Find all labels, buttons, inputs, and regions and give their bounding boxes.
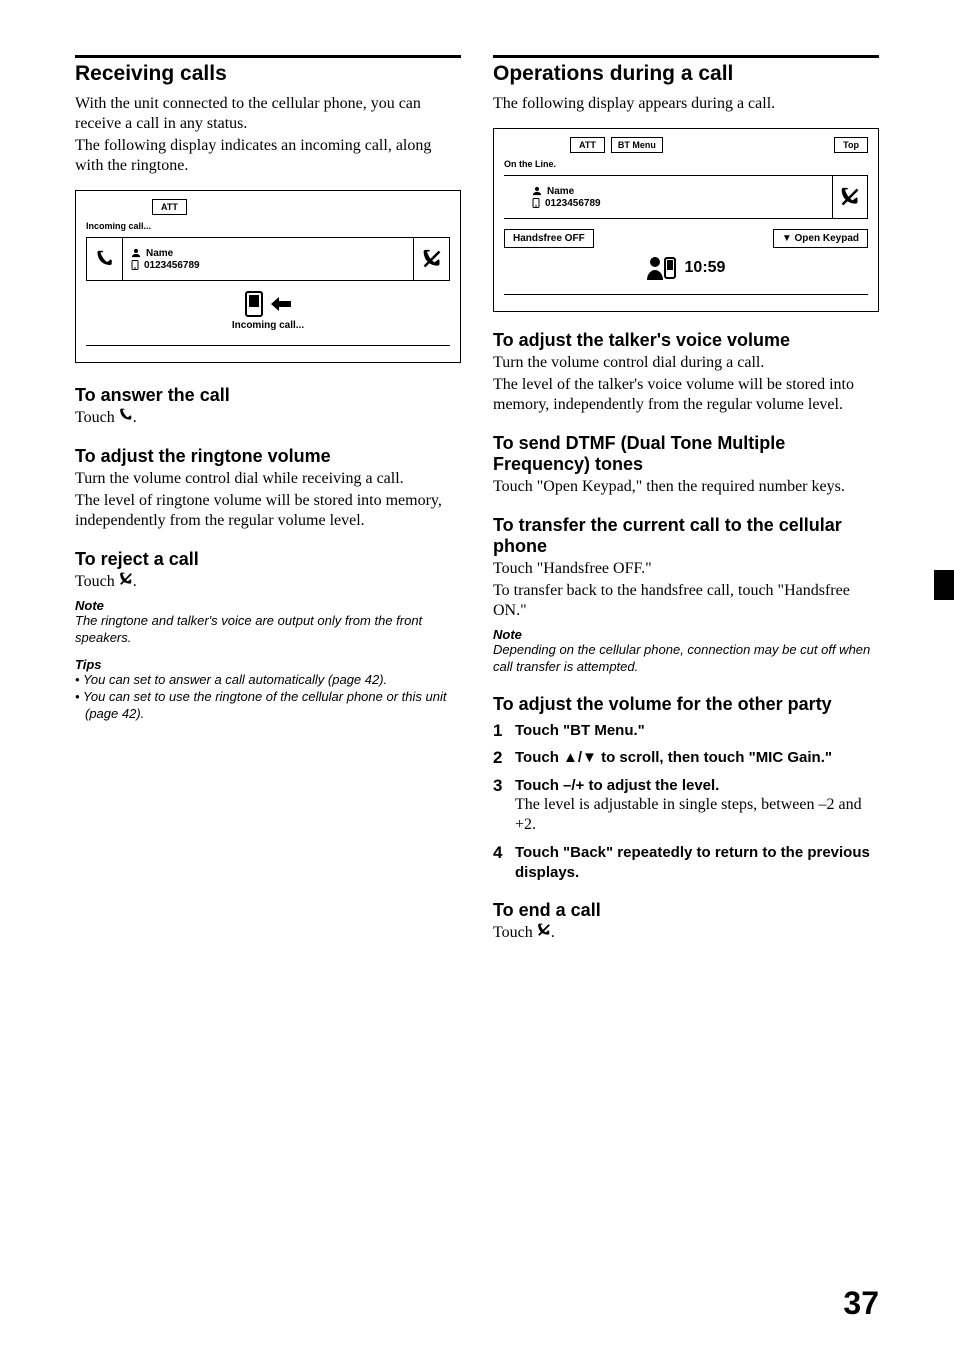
bt-menu-button[interactable]: BT Menu: [611, 137, 663, 153]
para: Touch "Handsfree OFF.": [493, 559, 879, 579]
para: The level of ringtone volume will be sto…: [75, 491, 461, 531]
person-icon: [131, 248, 141, 258]
open-keypad-button[interactable]: ▼ Open Keypad: [773, 229, 868, 248]
text: Touch: [75, 573, 119, 590]
phone-answer-icon: [119, 408, 133, 422]
heading-operations: Operations during a call: [493, 62, 879, 86]
ss-timer-row: 10:59: [504, 256, 868, 280]
text: .: [133, 409, 137, 426]
section-rule: [493, 55, 879, 58]
phone-reject-icon: [119, 572, 133, 586]
ss-divider: [86, 345, 450, 346]
para-reject: Touch .: [75, 572, 461, 592]
heading-end-call: To end a call: [493, 900, 879, 921]
phone-answer-icon: [96, 250, 114, 268]
steps-list: Touch "BT Menu." Touch ▲/▼ to scroll, th…: [493, 721, 879, 883]
ss-center-graphic: [86, 291, 450, 317]
reject-icon-box[interactable]: [413, 238, 449, 280]
heading-receiving: Receiving calls: [75, 62, 461, 86]
caller-name-label: Name: [146, 248, 173, 259]
ss-status: Incoming call...: [86, 221, 450, 231]
ss-divider: [504, 294, 868, 295]
mobile-icon: [131, 260, 139, 270]
step-head: Touch –/+ to adjust the level.: [515, 776, 879, 796]
tips-list: You can set to answer a call automatical…: [75, 672, 461, 723]
heading-answer: To answer the call: [75, 385, 461, 406]
person-icon: [532, 186, 542, 196]
text: .: [551, 924, 555, 941]
step-head: Touch "BT Menu.": [515, 721, 879, 741]
ss-topbar: ATT: [86, 199, 450, 215]
heading-other-party: To adjust the volume for the other party: [493, 694, 879, 715]
step-head: Touch ▲/▼ to scroll, then touch "MIC Gai…: [515, 748, 879, 768]
para: Turn the volume control dial during a ca…: [493, 353, 879, 373]
section-rule: [75, 55, 461, 58]
call-timer: 10:59: [685, 259, 726, 277]
arrow-left-icon: [271, 297, 291, 311]
tips-label: Tips: [75, 657, 461, 672]
phone-reject-icon: [537, 923, 551, 937]
screenshot-on-call: ATT BT Menu Top On the Line. Name: [493, 128, 879, 312]
ss-status: On the Line.: [504, 159, 868, 169]
person-device-icon: [647, 256, 677, 280]
ss-center-label: Incoming call...: [232, 320, 304, 331]
ss-topbar: ATT BT Menu Top: [504, 137, 868, 153]
text: .: [133, 573, 137, 590]
text: Touch: [493, 924, 537, 941]
heading-transfer: To transfer the current call to the cell…: [493, 515, 879, 557]
note-label: Note: [75, 598, 461, 613]
heading-dtmf: To send DTMF (Dual Tone Multiple Frequen…: [493, 433, 879, 475]
answer-icon-box[interactable]: [87, 238, 123, 280]
ss-button-row: Handsfree OFF ▼ Open Keypad: [504, 229, 868, 248]
mobile-icon: [532, 198, 540, 208]
para: Turn the volume control dial while recei…: [75, 469, 461, 489]
caller-number: 0123456789: [144, 260, 200, 271]
step-head: Touch "Back" repeatedly to return to the…: [515, 843, 879, 882]
para-answer: Touch .: [75, 408, 461, 428]
tip-item: You can set to answer a call automatical…: [75, 672, 461, 689]
handsfree-button[interactable]: Handsfree OFF: [504, 229, 594, 248]
phone-reject-icon: [840, 187, 860, 207]
caller-number: 0123456789: [545, 198, 601, 209]
caller-info: Name 0123456789: [504, 175, 832, 219]
step-item: Touch –/+ to adjust the level. The level…: [493, 776, 879, 836]
right-column: Operations during a call The following d…: [493, 55, 879, 945]
para: To transfer back to the handsfree call, …: [493, 581, 879, 621]
device-icon: [245, 291, 267, 317]
para: The level of the talker's voice volume w…: [493, 375, 879, 415]
para: The following display appears during a c…: [493, 94, 879, 114]
screenshot-incoming-call: ATT Incoming call... Name: [75, 190, 461, 363]
step-item: Touch "BT Menu.": [493, 721, 879, 741]
thumb-tab: [934, 570, 954, 600]
triangle-down-icon: ▼: [782, 233, 795, 244]
note-label: Note: [493, 627, 879, 642]
caller-card: Name 0123456789: [504, 175, 868, 219]
para: With the unit connected to the cellular …: [75, 94, 461, 134]
step-body: The level is adjustable in single steps,…: [515, 795, 879, 835]
heading-ringtone: To adjust the ringtone volume: [75, 446, 461, 467]
page-number: 37: [843, 1285, 879, 1322]
att-button[interactable]: ATT: [152, 199, 187, 215]
para-end: Touch .: [493, 923, 879, 943]
note-body: Depending on the cellular phone, connect…: [493, 642, 879, 676]
reject-icon-box[interactable]: [832, 175, 868, 219]
caller-info: Name 0123456789: [123, 238, 413, 280]
para: Touch "Open Keypad," then the required n…: [493, 477, 879, 497]
att-button[interactable]: ATT: [570, 137, 605, 153]
heading-reject: To reject a call: [75, 549, 461, 570]
note-body: The ringtone and talker's voice are outp…: [75, 613, 461, 647]
left-column: Receiving calls With the unit connected …: [75, 55, 461, 945]
open-keypad-label: Open Keypad: [795, 233, 859, 244]
para: The following display indicates an incom…: [75, 136, 461, 176]
step-item: Touch ▲/▼ to scroll, then touch "MIC Gai…: [493, 748, 879, 768]
top-button[interactable]: Top: [834, 137, 868, 153]
caller-name-label: Name: [547, 186, 574, 197]
tip-item: You can set to use the ringtone of the c…: [75, 689, 461, 723]
step-item: Touch "Back" repeatedly to return to the…: [493, 843, 879, 882]
phone-reject-icon: [422, 249, 442, 269]
caller-card: Name 0123456789: [86, 237, 450, 281]
text: Touch: [75, 409, 119, 426]
heading-talker-volume: To adjust the talker's voice volume: [493, 330, 879, 351]
